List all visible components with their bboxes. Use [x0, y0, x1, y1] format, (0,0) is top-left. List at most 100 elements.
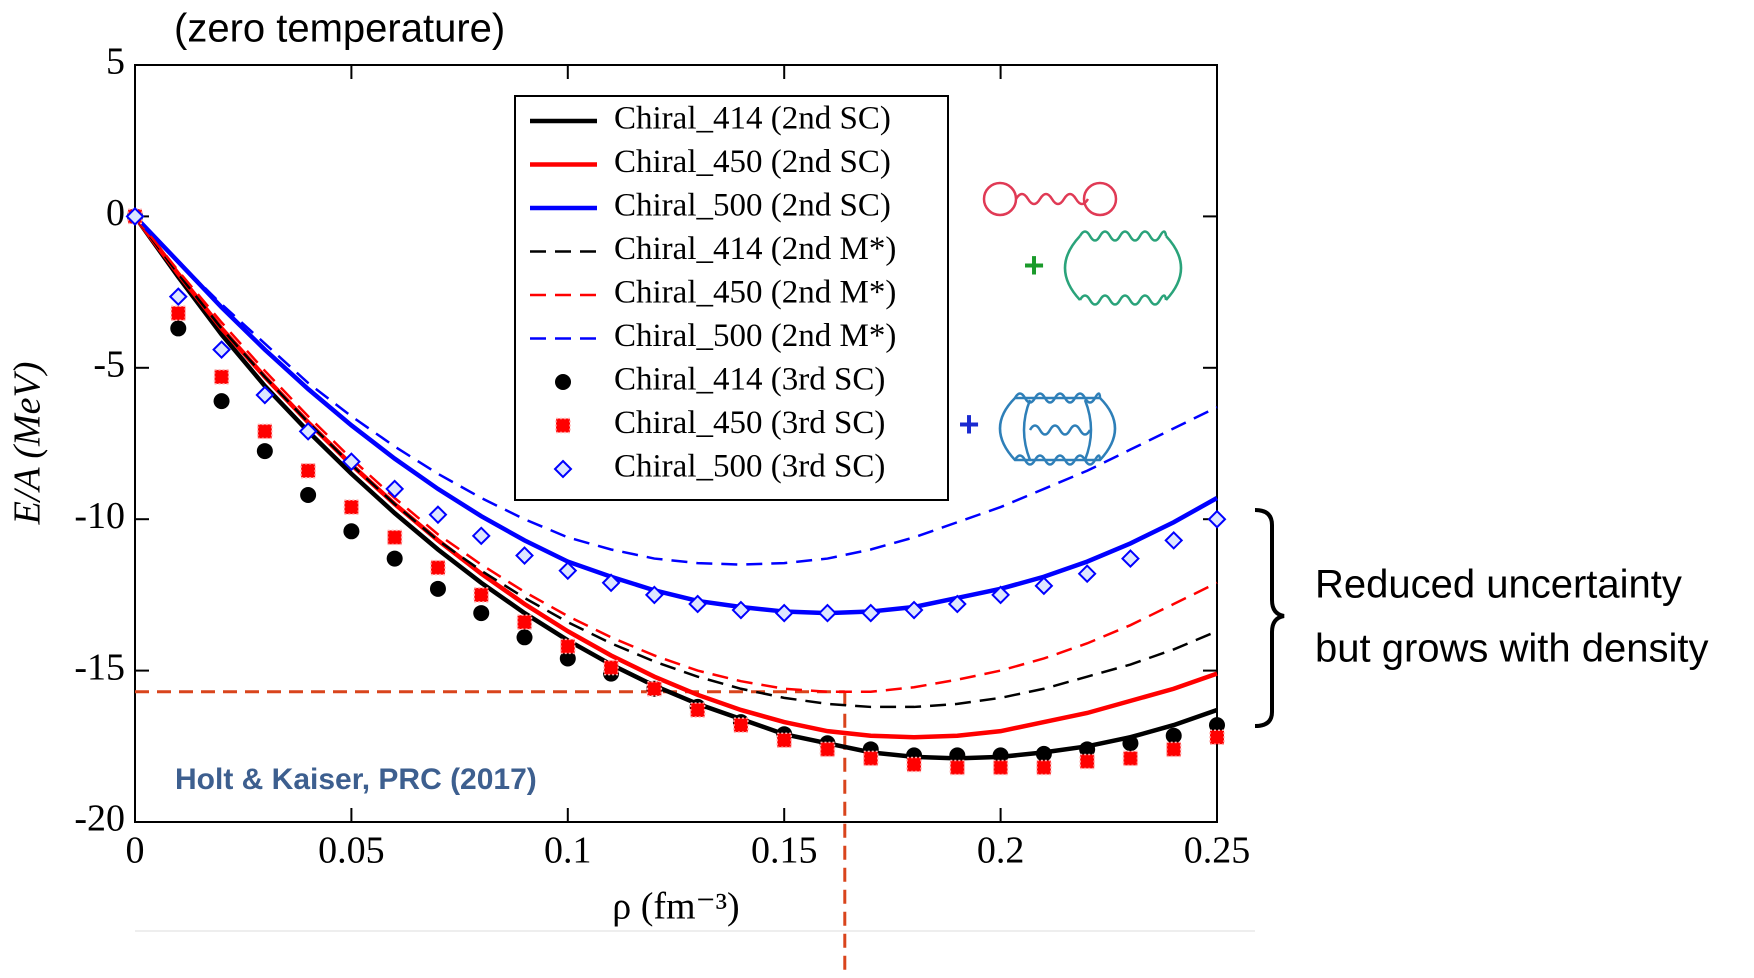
legend-label: Chiral_500 (2nd M*) [614, 318, 896, 354]
legend-label: Chiral_414 (2nd M*) [614, 231, 896, 267]
legend-label: Chiral_414 (3rd SC) [614, 362, 885, 398]
point [300, 486, 317, 503]
point [861, 603, 881, 623]
point [601, 573, 621, 593]
point [212, 340, 231, 360]
legend-label: Chiral_450 (2nd M*) [614, 275, 896, 311]
point [213, 369, 230, 385]
point [992, 747, 1009, 764]
y-tick-label: -5 [93, 344, 125, 386]
point [731, 600, 751, 620]
brace [1254, 508, 1285, 728]
point [1165, 741, 1182, 758]
point [646, 681, 663, 697]
x-tick-label: 0.05 [318, 830, 385, 872]
y-tick-label: -20 [74, 798, 125, 840]
point [904, 600, 924, 620]
series-line [134, 215, 1218, 694]
point [430, 559, 446, 576]
diagram-2 [1063, 230, 1183, 306]
legend: Chiral_414 (2nd SC) Chiral_450 (2nd SC) Ch… [514, 95, 949, 501]
point [516, 614, 533, 630]
point [516, 629, 533, 646]
point [689, 702, 706, 718]
legend-label: Chiral_500 (3rd SC) [614, 449, 885, 485]
point [863, 750, 879, 767]
point [471, 526, 491, 546]
point [385, 479, 405, 499]
point [947, 594, 967, 614]
diagram-3 [998, 392, 1117, 466]
point [429, 580, 446, 597]
point [255, 385, 275, 405]
point [1164, 530, 1184, 550]
x-tick-label: 0.2 [977, 830, 1025, 872]
point [298, 421, 318, 441]
point [1122, 735, 1139, 752]
point [644, 585, 664, 605]
point [386, 529, 403, 546]
point [819, 741, 836, 758]
point [560, 638, 576, 655]
point [906, 756, 922, 773]
point [1165, 727, 1182, 744]
series-line [133, 214, 1219, 616]
point [949, 747, 966, 764]
plot-frame [134, 64, 1218, 823]
point [1209, 717, 1225, 734]
point [1207, 509, 1227, 529]
y-tick-label: -15 [74, 646, 125, 688]
point [256, 443, 273, 460]
legend-swatch [555, 417, 571, 434]
point [733, 717, 749, 733]
point [776, 732, 792, 748]
y-tick-label: 0 [106, 192, 125, 234]
point [559, 650, 576, 667]
point [558, 561, 578, 581]
point [515, 546, 534, 565]
series-line [134, 215, 1218, 566]
legend-label: Chiral_450 (3rd SC) [614, 405, 885, 441]
citation: Holt & Kaiser, PRC (2017) [175, 763, 537, 796]
x-tick-label: 0.1 [544, 830, 592, 872]
point [257, 423, 273, 440]
point [818, 603, 837, 623]
point [473, 605, 490, 622]
y-tick-label: 5 [106, 41, 125, 83]
point [1079, 753, 1095, 770]
point [1209, 729, 1225, 745]
legend-swatch [553, 459, 573, 479]
point [213, 393, 230, 410]
x-tick-label: 0.25 [1184, 830, 1251, 872]
point [300, 463, 316, 479]
point [949, 759, 966, 776]
legend-swatch [555, 374, 571, 390]
point [341, 452, 361, 472]
point [170, 320, 187, 337]
legend-label: Chiral_450 (2nd SC) [614, 144, 891, 180]
plus-sign: + [958, 404, 979, 445]
point [343, 499, 360, 515]
point [688, 594, 708, 614]
point [1122, 750, 1139, 767]
x-axis-label: ρ (fm⁻³) [612, 886, 739, 928]
point [1079, 741, 1096, 758]
point [992, 759, 1009, 776]
point [1121, 549, 1140, 568]
plus-sign: + [1023, 245, 1044, 286]
point [343, 523, 360, 540]
note-line: Reduced uncertainty [1315, 563, 1682, 607]
legend-label: Chiral_500 (2nd SC) [614, 188, 891, 224]
y-axis-label: E/A (MeV) [7, 362, 49, 526]
point [774, 603, 794, 623]
point [386, 550, 403, 567]
point [1036, 759, 1052, 776]
point [428, 505, 448, 525]
point [991, 585, 1011, 605]
chart-title: (zero temperature) [174, 7, 505, 51]
note-line: but grows with density [1315, 627, 1709, 671]
point [170, 305, 187, 322]
point [125, 206, 145, 226]
